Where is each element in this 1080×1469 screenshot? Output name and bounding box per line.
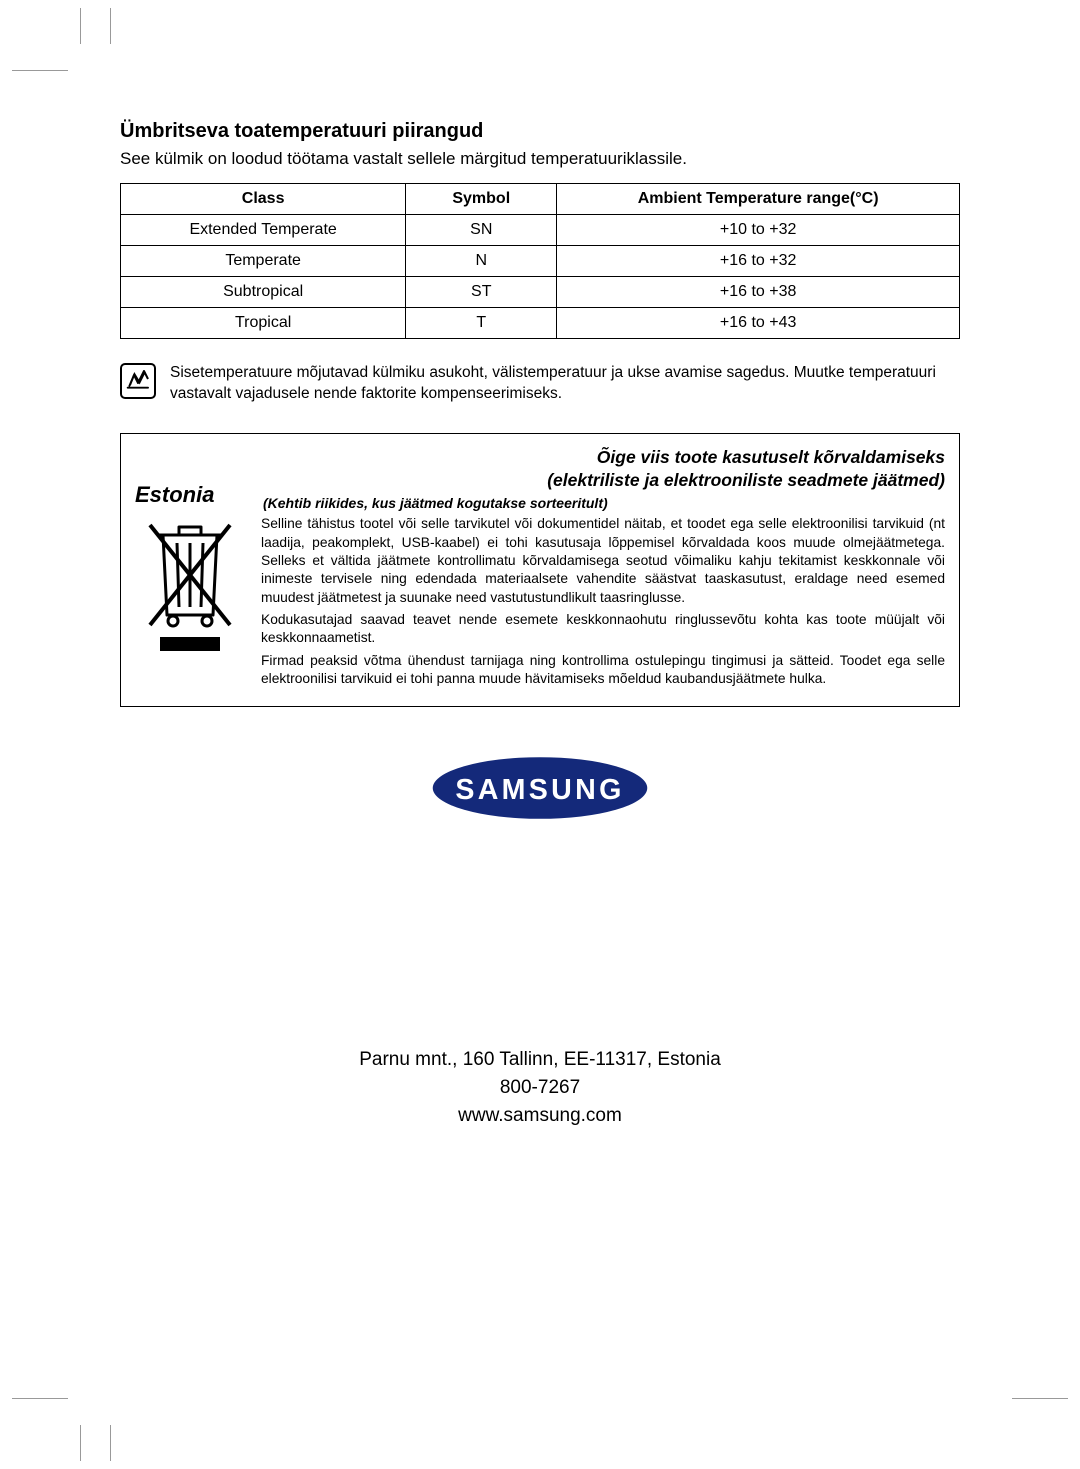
note-block: Sisetemperatuure mõjutavad külmiku asuko…	[120, 363, 960, 405]
cell-range: +16 to +43	[557, 308, 960, 339]
disposal-subhead: (Kehtib riikides, kus jäätmed kogutakse …	[263, 495, 945, 511]
disposal-para2: Kodukasutajad saavad teavet nende esemet…	[261, 611, 945, 648]
footer-contact: Parnu mnt., 160 Tallinn, EE-11317, Eston…	[120, 1046, 960, 1129]
cell-range: +10 to +32	[557, 215, 960, 246]
cell-symbol: SN	[406, 215, 557, 246]
cell-class: Tropical	[121, 308, 406, 339]
footer-phone: 800-7267	[120, 1074, 960, 1102]
th-symbol: Symbol	[406, 184, 557, 215]
disposal-country: Estonia	[135, 446, 245, 508]
disposal-text: Selline tähistus tootel või selle tarvik…	[261, 515, 945, 692]
temperature-table: Class Symbol Ambient Temperature range(°…	[120, 183, 960, 339]
cell-symbol: T	[406, 308, 557, 339]
table-row: Extended Temperate SN +10 to +32	[121, 215, 960, 246]
cell-range: +16 to +32	[557, 246, 960, 277]
weee-bin-icon	[135, 515, 245, 692]
disposal-box: Estonia Õige viis toote kasutuselt kõrva…	[120, 433, 960, 708]
cell-symbol: ST	[406, 277, 557, 308]
section-title: Ümbritseva toatemperatuuri piirangud	[120, 120, 960, 143]
disposal-title-line1: Õige viis toote kasutuselt kõrvaldamisek…	[263, 446, 945, 469]
svg-text:SAMSUNG: SAMSUNG	[455, 774, 624, 806]
table-row: Temperate N +16 to +32	[121, 246, 960, 277]
disposal-para1: Selline tähistus tootel või selle tarvik…	[261, 515, 945, 607]
note-icon	[120, 363, 156, 399]
th-class: Class	[121, 184, 406, 215]
footer-url: www.samsung.com	[120, 1102, 960, 1130]
footer-address: Parnu mnt., 160 Tallinn, EE-11317, Eston…	[120, 1046, 960, 1074]
cell-class: Extended Temperate	[121, 215, 406, 246]
note-text: Sisetemperatuure mõjutavad külmiku asuko…	[170, 363, 960, 405]
samsung-logo: SAMSUNG	[120, 755, 960, 826]
cell-range: +16 to +38	[557, 277, 960, 308]
table-header-row: Class Symbol Ambient Temperature range(°…	[121, 184, 960, 215]
page-content: Ümbritseva toatemperatuuri piirangud See…	[0, 0, 1080, 1189]
cell-class: Temperate	[121, 246, 406, 277]
table-row: Subtropical ST +16 to +38	[121, 277, 960, 308]
th-range: Ambient Temperature range(°C)	[557, 184, 960, 215]
cell-symbol: N	[406, 246, 557, 277]
disposal-title-line2: (elektriliste ja elektrooniliste seadmet…	[263, 469, 945, 492]
disposal-para3: Firmad peaksid võtma ühendust tarnijaga …	[261, 652, 945, 689]
cell-class: Subtropical	[121, 277, 406, 308]
section-subtitle: See külmik on loodud töötama vastalt sel…	[120, 149, 960, 169]
table-row: Tropical T +16 to +43	[121, 308, 960, 339]
